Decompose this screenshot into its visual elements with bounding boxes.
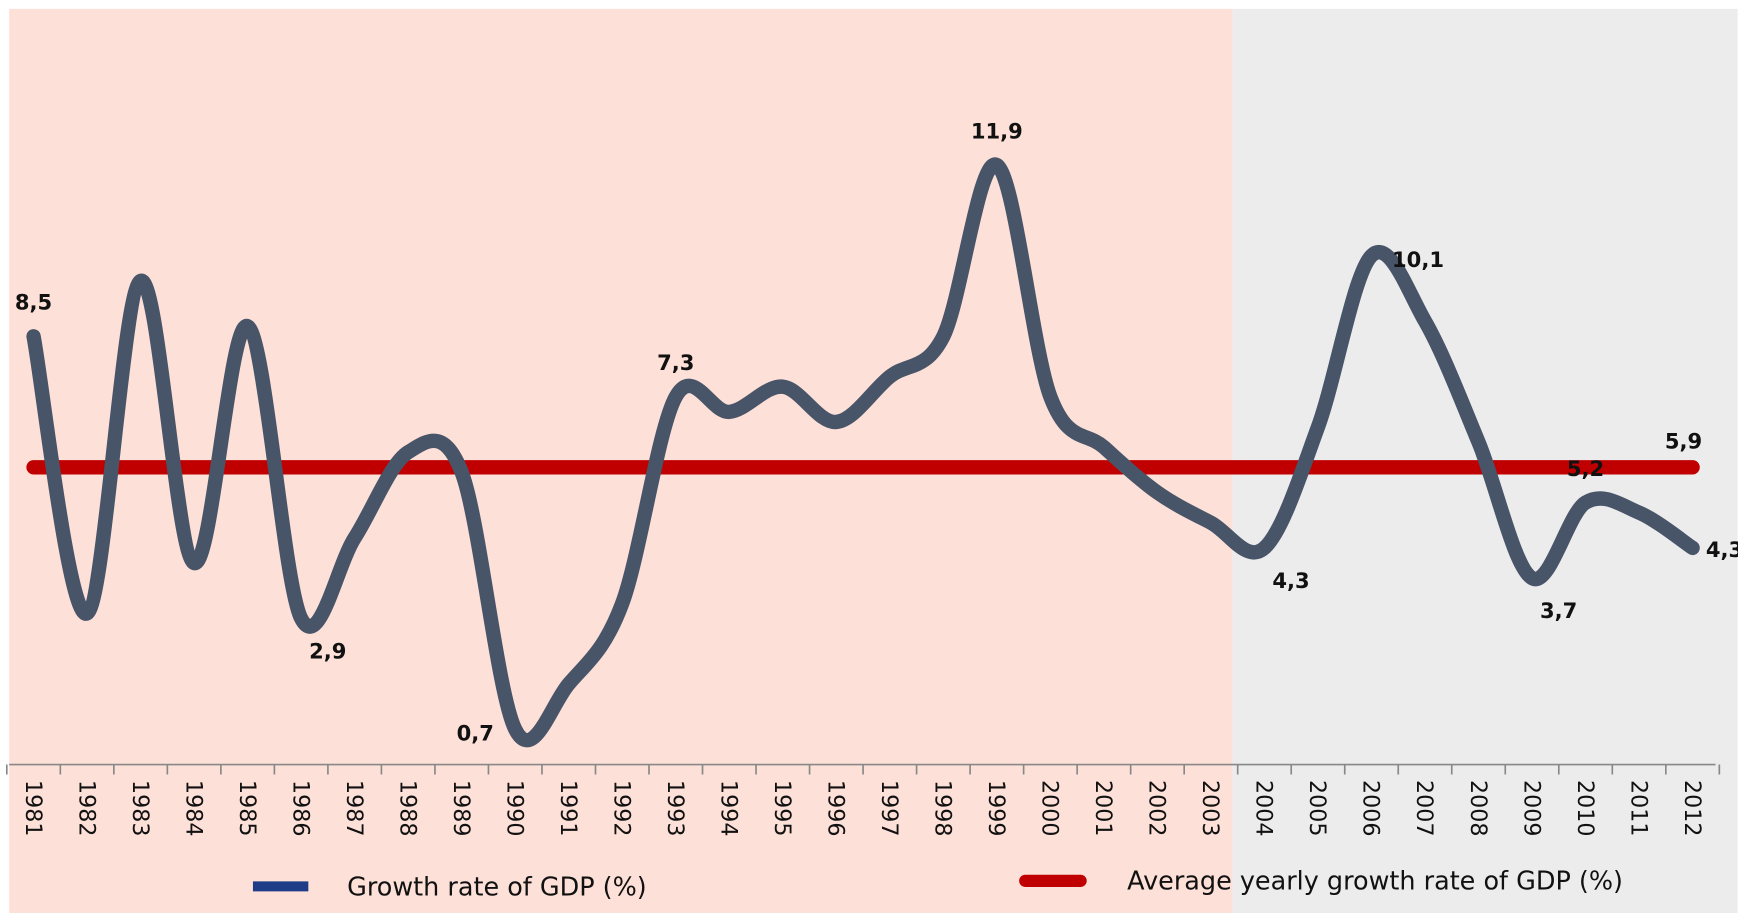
x-tick-label: 1981 [20, 780, 46, 836]
x-tick-label: 1999 [983, 780, 1009, 836]
x-tick-label: 1990 [501, 780, 527, 836]
x-tick-label: 1997 [876, 780, 902, 836]
x-tick-label: 1998 [930, 780, 956, 836]
data-label: 10,1 [1392, 247, 1444, 272]
x-tick-label: 1982 [73, 780, 99, 836]
data-label: 3,7 [1540, 598, 1577, 623]
legend-label: Average yearly growth rate of GDP (%) [1127, 867, 1623, 897]
x-tick-label: 2007 [1411, 780, 1437, 836]
x-tick-label: 1985 [234, 780, 260, 836]
x-tick-label: 1984 [180, 780, 206, 836]
data-label: 11,9 [971, 118, 1023, 143]
x-tick-label: 2008 [1465, 780, 1491, 836]
x-tick-label: 2010 [1572, 780, 1598, 836]
data-label: 8,5 [15, 290, 52, 315]
x-tick-label: 2012 [1679, 780, 1705, 836]
x-tick-label: 2002 [1144, 780, 1170, 836]
x-tick-label: 1994 [716, 780, 742, 836]
legend-label: Growth rate of GDP (%) [347, 872, 647, 902]
x-tick-label: 1983 [127, 780, 153, 836]
data-label: 0,7 [457, 720, 494, 745]
x-tick-label: 1989 [448, 780, 474, 836]
x-tick-label: 2003 [1197, 780, 1223, 836]
gdp-line [26, 157, 1700, 748]
x-tick-label: 1993 [662, 780, 688, 836]
data-label: 2,9 [309, 638, 346, 663]
x-tick-label: 2000 [1037, 780, 1063, 836]
x-tick-label: 2004 [1251, 780, 1277, 836]
x-tick-label: 1986 [287, 780, 313, 836]
x-tick-label: 2011 [1625, 780, 1651, 836]
x-tick-label: 1991 [555, 780, 581, 836]
average-label: 5,9 [1665, 428, 1702, 453]
x-tick-label: 1988 [394, 780, 420, 836]
x-tick-label: 1992 [608, 780, 634, 836]
data-label: 4,3 [1706, 537, 1738, 562]
x-tick-label: 2006 [1358, 780, 1384, 836]
x-tick-label: 2009 [1518, 780, 1544, 836]
data-label: 7,3 [657, 350, 694, 375]
data-label: 4,3 [1272, 568, 1309, 593]
x-tick-label: 1995 [769, 780, 795, 836]
x-tick-label: 2005 [1304, 780, 1330, 836]
x-tick-label: 1987 [341, 780, 367, 836]
data-label: 5,2 [1567, 456, 1604, 481]
x-tick-label: 2001 [1090, 780, 1116, 836]
x-tick-label: 1996 [823, 780, 849, 836]
